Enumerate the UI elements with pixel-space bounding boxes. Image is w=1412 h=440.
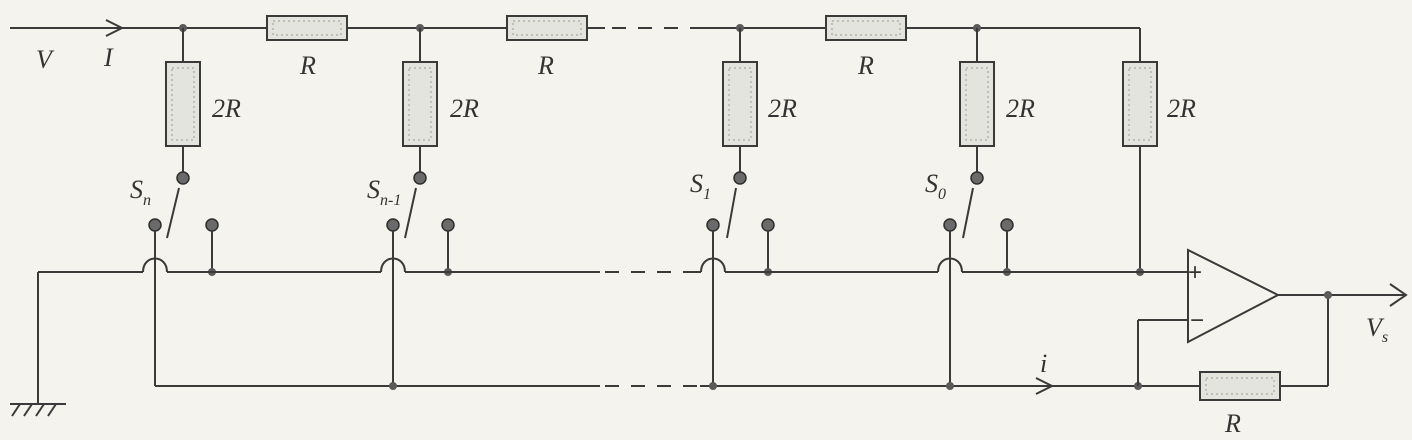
series-resistor-3: [825, 15, 907, 41]
series-resistor-2-label: R: [537, 51, 554, 80]
series-resistor-3-label: R: [857, 51, 874, 80]
top-rail: [10, 19, 1140, 37]
series-resistor-1-label: R: [299, 51, 316, 80]
ground-bus: [38, 257, 1188, 386]
op-amp: + −: [1137, 248, 1281, 386]
series-resistor-2: [506, 15, 588, 41]
switch-0-label: S0: [925, 169, 946, 203]
switch-n-label: Sn: [130, 175, 151, 209]
opamp-minus-sign: −: [1190, 307, 1204, 334]
series-resistor-1: [266, 15, 348, 41]
output-current-bus: [155, 377, 1200, 395]
input-voltage-label: V: [36, 45, 55, 74]
feedback-resistor: [1199, 295, 1329, 401]
shunt-branch-0: [943, 24, 1014, 276]
output-current-label: i: [1040, 349, 1047, 378]
shunt-resistor-n-label: 2R: [212, 94, 241, 123]
switch-1-label: S1: [690, 169, 711, 203]
shunt-branch-1: [706, 24, 775, 276]
feedback-resistor-label: R: [1224, 409, 1241, 438]
shunt-branch-n: [148, 24, 219, 276]
shunt-resistor-n-minus-1-label: 2R: [450, 94, 479, 123]
termination-branch: [1122, 28, 1158, 276]
shunt-resistor-0-label: 2R: [1006, 94, 1035, 123]
output-line: [1278, 283, 1408, 307]
opamp-plus-sign: +: [1188, 259, 1202, 286]
shunt-branch-n-minus-1: [386, 24, 455, 276]
shunt-resistor-1-label: 2R: [768, 94, 797, 123]
switch-n-minus-1-label: Sn-1: [367, 175, 401, 209]
input-current-label: I: [103, 43, 114, 72]
ground-symbol-icon: [10, 272, 66, 417]
output-voltage-label: Vs: [1366, 313, 1388, 346]
termination-resistor-label: 2R: [1167, 94, 1196, 123]
